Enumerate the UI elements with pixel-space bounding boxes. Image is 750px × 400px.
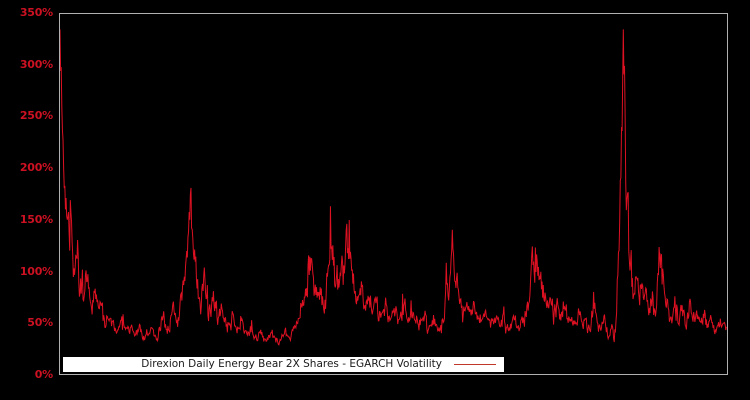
legend-label: Direxion Daily Energy Bear 2X Shares - E… (141, 358, 442, 371)
volatility-series-svg (60, 14, 727, 374)
y-axis-tick-label: 150% (19, 212, 53, 226)
y-axis-tick-label: 250% (19, 109, 53, 123)
legend-line-sample (454, 364, 496, 365)
y-axis-tick-labels: 0% 50% 100% 150% 200% 250% 300% 350% (0, 0, 53, 400)
y-axis-tick-label: 300% (19, 57, 53, 71)
y-axis-tick-label: 0% (34, 368, 53, 381)
y-axis-tick-label: 50% (27, 316, 53, 330)
plot-area (59, 13, 728, 375)
y-axis-tick-label: 200% (19, 161, 53, 175)
y-axis-tick-label: 100% (19, 264, 53, 278)
y-axis-tick-label: 350% (19, 6, 53, 19)
egarch-volatility-line (60, 29, 726, 344)
chart-legend: Direxion Daily Energy Bear 2X Shares - E… (62, 356, 505, 373)
